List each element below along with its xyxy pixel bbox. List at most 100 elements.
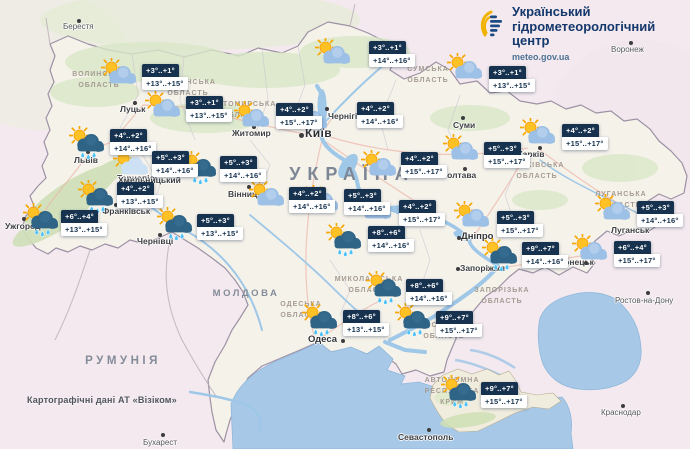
temperature-label[interactable]: +3°..+1° +14°..+16° bbox=[369, 41, 415, 67]
temperature-label[interactable]: +3°..+1° +13°..+15° bbox=[142, 64, 188, 90]
city-label: Полтава bbox=[441, 170, 477, 180]
sun-cloud-icon[interactable] bbox=[453, 199, 492, 237]
night-temp: +5°..+3° bbox=[344, 189, 381, 202]
sun-cloud-icon[interactable] bbox=[233, 99, 272, 137]
city-label: Чернівці bbox=[137, 236, 174, 246]
sun-rain-cloud-icon[interactable] bbox=[394, 301, 433, 339]
sun-rain-cloud-icon[interactable] bbox=[77, 178, 116, 216]
sun-rain-cloud-icon[interactable] bbox=[68, 124, 107, 162]
oblast-label: ОДЕСЬКА ОБЛАСТЬ bbox=[280, 301, 322, 320]
sun-cloud-icon[interactable] bbox=[144, 89, 183, 127]
temperature-label[interactable]: +5°..+3° +15°..+17° bbox=[484, 142, 530, 168]
city-dot bbox=[247, 185, 251, 189]
temperature-label[interactable]: +4°..+2° +15°..+17° bbox=[562, 124, 608, 150]
sun-rain-cloud-icon[interactable] bbox=[301, 301, 340, 339]
day-temp: +13°..+15° bbox=[142, 77, 188, 90]
night-temp: +4°..+2° bbox=[117, 182, 154, 195]
city-dot bbox=[456, 267, 460, 271]
day-temp: +14°..+16° bbox=[406, 292, 452, 305]
sun-rain-cloud-icon[interactable] bbox=[481, 236, 520, 274]
sun-rain-cloud-icon[interactable] bbox=[440, 373, 479, 411]
night-temp: +8°..+6° bbox=[368, 226, 405, 239]
temperature-label[interactable]: +5°..+3° +14°..+16° bbox=[152, 151, 198, 177]
city-label: Тернопіль bbox=[117, 173, 161, 183]
night-temp: +4°..+2° bbox=[289, 187, 326, 200]
sun-rain-cloud-icon[interactable] bbox=[365, 269, 404, 307]
sun-cloud-icon[interactable] bbox=[314, 36, 353, 74]
day-temp: +15°..+17° bbox=[436, 324, 482, 337]
sivash bbox=[454, 348, 516, 377]
site-header: Український гідрометеорологічний центр m… bbox=[478, 4, 680, 62]
temperature-label[interactable]: +4°..+2° +14°..+16° bbox=[110, 129, 156, 155]
temperature-label[interactable]: +4°..+2° +14°..+16° bbox=[289, 187, 335, 213]
temperature-label[interactable]: +5°..+3° +14°..+16° bbox=[220, 156, 266, 182]
city-label: Севастополь bbox=[398, 432, 454, 442]
day-temp: +14°..+16° bbox=[152, 164, 198, 177]
city-dot bbox=[22, 217, 26, 221]
night-temp: +9°..+7° bbox=[436, 311, 473, 324]
org-title-line3: центр bbox=[512, 33, 550, 49]
temperature-label[interactable]: +9°..+7° +14°..+16° bbox=[522, 242, 568, 268]
city-label: Львів bbox=[74, 155, 99, 165]
temperature-label[interactable]: +4°..+2° +15°..+17° bbox=[401, 152, 447, 178]
temperature-label[interactable]: +5°..+3° +14°..+16° bbox=[344, 189, 390, 215]
temperature-label[interactable]: +6°..+4° +15°..+17° bbox=[614, 241, 660, 267]
temperature-label[interactable]: +3°..+1° +13°..+15° bbox=[186, 96, 232, 122]
temperature-label[interactable]: +9°..+7° +15°..+17° bbox=[436, 311, 482, 337]
org-logo-icon bbox=[480, 10, 502, 37]
city-label: Франківськ bbox=[102, 206, 151, 216]
city-dot bbox=[86, 150, 90, 154]
night-temp: +9°..+7° bbox=[481, 382, 518, 395]
city-dot bbox=[646, 291, 650, 295]
sun-cloud-icon[interactable] bbox=[248, 178, 287, 216]
temperature-label[interactable]: +4°..+2° +13°..+15° bbox=[117, 182, 163, 208]
city-label: Житомир bbox=[232, 128, 271, 138]
day-temp: +14°..+16° bbox=[220, 169, 266, 182]
map-attribution: Картографічні дані АТ «Візіком» bbox=[27, 395, 177, 405]
temperature-label[interactable]: +8°..+6° +14°..+16° bbox=[368, 226, 414, 252]
temperature-label[interactable]: +3°..+1° +13°..+15° bbox=[489, 66, 535, 92]
city-dot bbox=[158, 233, 162, 237]
day-temp: +15°..+17° bbox=[481, 395, 527, 408]
day-temp: +13°..+15° bbox=[61, 223, 107, 236]
sun-cloud-icon[interactable] bbox=[519, 116, 558, 154]
city-dot bbox=[629, 41, 633, 45]
temperature-label[interactable]: +4°..+2° +15°..+17° bbox=[276, 103, 322, 129]
day-temp: +13°..+15° bbox=[186, 109, 232, 122]
night-temp: +3°..+1° bbox=[142, 64, 179, 77]
city-label: Донецьк bbox=[558, 257, 594, 267]
city-dot bbox=[584, 261, 588, 265]
sun-cloud-icon[interactable] bbox=[594, 192, 633, 230]
temperature-label[interactable]: +9°..+7° +15°..+17° bbox=[481, 382, 527, 408]
temperature-label[interactable]: +8°..+6° +14°..+16° bbox=[406, 279, 452, 305]
temperature-label[interactable]: +5°..+3° +15°..+17° bbox=[497, 211, 543, 237]
city-label: Київ bbox=[305, 126, 333, 140]
night-temp: +5°..+3° bbox=[152, 151, 189, 164]
sun-cloud-icon[interactable] bbox=[360, 148, 399, 186]
temperature-label[interactable]: +8°..+6° +13°..+15° bbox=[343, 310, 389, 336]
temperature-label[interactable]: +5°..+3° +13°..+15° bbox=[197, 214, 243, 240]
sun-rain-cloud-icon[interactable] bbox=[22, 201, 61, 239]
city-dot bbox=[299, 133, 304, 138]
sun-cloud-icon[interactable] bbox=[571, 232, 610, 270]
sun-rain-cloud-icon[interactable] bbox=[156, 205, 195, 243]
sun-cloud-icon[interactable] bbox=[446, 51, 485, 89]
temperature-label[interactable]: +4°..+2° +15°..+17° bbox=[399, 200, 445, 226]
day-temp: +15°..+17° bbox=[484, 155, 530, 168]
org-title-line1: Український bbox=[512, 4, 591, 19]
day-temp: +14°..+16° bbox=[369, 54, 415, 67]
city-label: Чернігів bbox=[328, 111, 363, 121]
day-temp: +14°..+16° bbox=[357, 115, 403, 128]
sun-cloud-icon[interactable] bbox=[442, 132, 481, 170]
org-site-link[interactable]: meteo.gov.ua bbox=[512, 51, 570, 62]
sun-rain-cloud-icon[interactable] bbox=[325, 221, 364, 259]
country-label: РУМУНІЯ bbox=[85, 355, 161, 367]
day-temp: +15°..+17° bbox=[614, 254, 660, 267]
sun-light-cloud-icon[interactable] bbox=[112, 147, 151, 185]
city-label: Ростов-на-Дону bbox=[615, 296, 674, 305]
temperature-label[interactable]: +6°..+4° +13°..+15° bbox=[61, 210, 107, 236]
temperature-label[interactable]: +4°..+2° +14°..+16° bbox=[357, 102, 403, 128]
azov-sea bbox=[537, 292, 642, 391]
temperature-label[interactable]: +5°..+3° +14°..+16° bbox=[637, 201, 683, 227]
sun-cloud-icon[interactable] bbox=[100, 56, 139, 94]
